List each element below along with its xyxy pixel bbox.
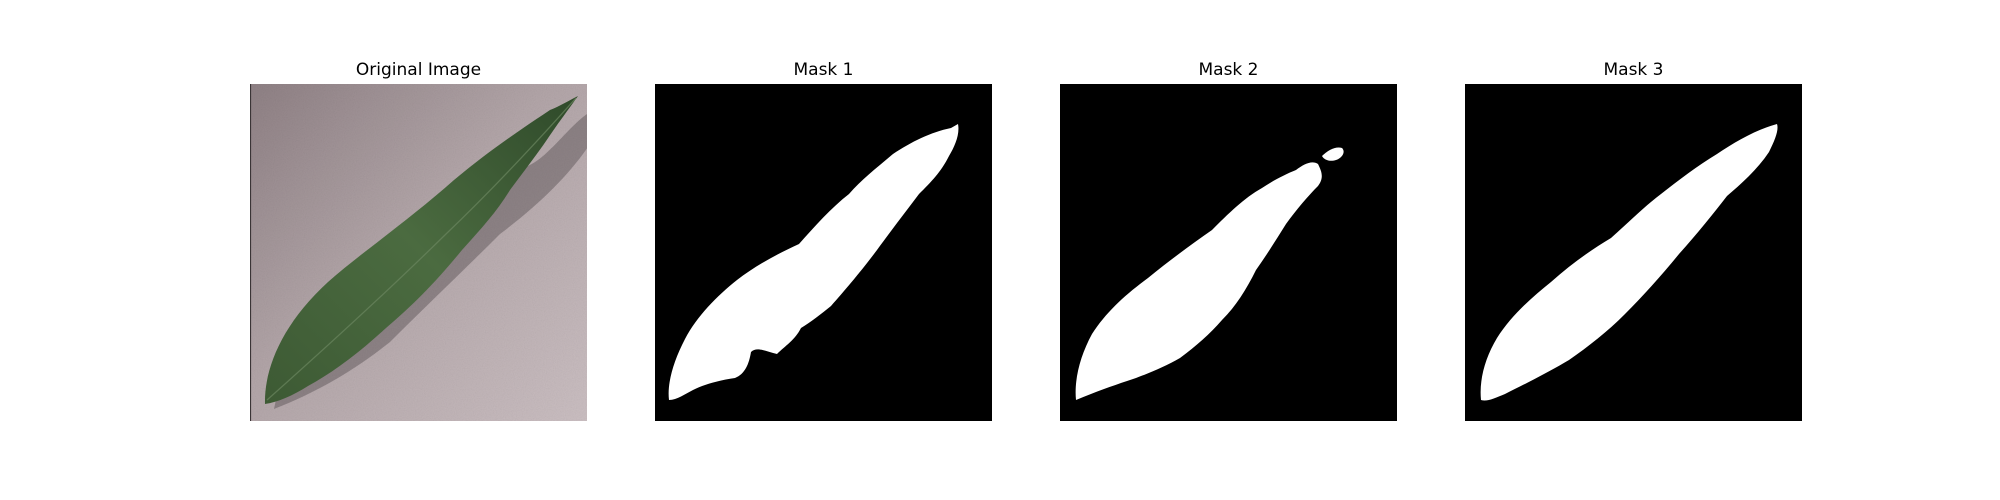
mask-1-image [655,84,992,421]
original-leaf-photo [250,84,587,421]
mask-2-tip-fragment [1322,147,1344,161]
leaf-midrib [266,97,577,401]
mask-2-image [1060,84,1397,421]
panel-title: Mask 3 [1603,60,1664,80]
panel-mask-3: Mask 3 [1465,56,1802,421]
mask-1-leaf-region [668,124,959,400]
panel-mask-2: Mask 2 [1060,56,1397,421]
panel-title: Mask 2 [1198,60,1259,80]
mask-2-leaf-region [1075,162,1322,400]
panel-mask-1: Mask 1 [655,56,992,421]
mask-3-image [1465,84,1802,421]
leaf-body [264,96,578,404]
panel-original-image: Original Image [250,56,587,421]
panel-title: Original Image [355,60,482,80]
mask-3-leaf-region [1480,124,1778,401]
panel-title: Mask 1 [793,60,854,80]
